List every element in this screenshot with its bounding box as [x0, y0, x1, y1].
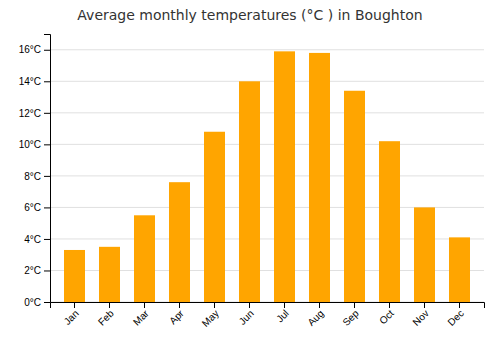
plot: 0°C 2°C 4°C 6°C 8°C 10°C 12°C 14°C 16°C Jan Feb Mar…: [19, 35, 485, 329]
grid: [50, 50, 484, 302]
bar: [99, 247, 120, 302]
y-tick-label: 12°C: [19, 108, 41, 119]
y-tick-label: 6°C: [24, 202, 41, 213]
y-tick-mark: [44, 113, 50, 114]
y-tick-mark: [44, 144, 50, 145]
x-tick-label: Oct: [377, 308, 396, 327]
bar: [309, 53, 330, 302]
x-tick: Feb: [96, 302, 116, 328]
grid-line: [50, 81, 484, 82]
y-tick: 2°C: [24, 265, 50, 276]
x-tick-mark: [284, 302, 285, 308]
x-tick: Nov: [411, 302, 431, 328]
y-tick: 6°C: [24, 202, 50, 213]
bar: [344, 91, 365, 302]
y-tick-mark: [44, 207, 50, 208]
x-tick-label: Mar: [131, 307, 151, 327]
x-tick-label: Jun: [237, 308, 256, 327]
y-tick-label: 16°C: [19, 44, 41, 55]
x-tick-label: Jan: [62, 308, 81, 327]
y-tick: 16°C: [19, 44, 50, 55]
x-tick-label: Nov: [411, 308, 431, 328]
x-tick: Mar: [131, 302, 151, 328]
x-tick-mark: [459, 302, 460, 308]
y-tick-mark: [44, 270, 50, 271]
y-tick: 14°C: [19, 76, 50, 87]
y-tick: 10°C: [19, 139, 50, 150]
x-tick-mark: [319, 302, 320, 308]
x-tick-mark: [74, 302, 75, 308]
y-tick: 8°C: [24, 171, 50, 182]
bar: [169, 182, 190, 302]
bar: [134, 215, 155, 302]
y-tick-label: 4°C: [24, 234, 41, 245]
y-tick: 4°C: [24, 234, 50, 245]
x-tick-mark: [354, 302, 355, 308]
x-tick-label: Sep: [341, 307, 362, 328]
y-tick-label: 2°C: [24, 265, 41, 276]
x-tick: Sep: [341, 302, 362, 328]
y-tick-mark: [44, 176, 50, 177]
x-tick: Dec: [446, 302, 466, 328]
x-tick: Apr: [167, 302, 186, 326]
y-tick-mark: [44, 50, 50, 51]
y-axis: 0°C 2°C 4°C 6°C 8°C 10°C 12°C 14°C 16°C: [19, 35, 51, 308]
bar: [64, 250, 85, 302]
x-tick: Jul: [274, 302, 291, 324]
grid-line: [50, 112, 484, 113]
x-tick-mark: [109, 302, 110, 308]
chart: 0°C 2°C 4°C 6°C 8°C 10°C 12°C 14°C 16°C Jan Feb Mar…: [0, 0, 500, 350]
y-tick-label: 0°C: [24, 297, 41, 308]
x-axis-line: [51, 303, 485, 309]
bar: [414, 207, 435, 302]
y-tick-label: 10°C: [19, 139, 41, 150]
x-tick: May: [200, 302, 221, 329]
x-tick: Jun: [237, 302, 256, 327]
y-tick-label: 8°C: [24, 171, 41, 182]
bar: [449, 237, 470, 302]
x-tick-mark: [389, 302, 390, 308]
x-tick-label: Apr: [167, 307, 186, 326]
bar: [239, 81, 260, 302]
x-tick-label: Feb: [96, 307, 116, 327]
y-tick-mark: [44, 302, 50, 303]
x-tick-mark: [214, 302, 215, 308]
x-tick-mark: [179, 302, 180, 308]
grid-line: [50, 49, 484, 50]
y-tick-mark: [44, 239, 50, 240]
y-tick: 12°C: [19, 108, 50, 119]
x-tick-mark: [144, 302, 145, 308]
y-tick-mark: [44, 81, 50, 82]
grid-line: [50, 175, 484, 176]
y-tick-label: 14°C: [19, 76, 41, 87]
x-tick-label: Dec: [446, 308, 466, 328]
x-tick: Jan: [62, 302, 81, 327]
x-tick-label: May: [200, 308, 221, 329]
x-tick-label: Jul: [274, 308, 291, 325]
x-tick: Aug: [306, 302, 326, 328]
x-tick: Oct: [377, 302, 396, 326]
x-tick-label: Aug: [306, 308, 326, 328]
x-tick-mark: [249, 302, 250, 308]
bars: [64, 51, 470, 302]
grid-line: [50, 144, 484, 145]
title: Average monthly temperatures (°C ) in Bo…: [77, 7, 422, 23]
y-tick: 0°C: [24, 297, 50, 308]
x-axis: Jan Feb Mar Apr May Jun Jul Aug Sep Oct Nov Dec: [51, 302, 485, 329]
bar: [204, 132, 225, 302]
y-axis-line: [44, 35, 51, 303]
bar: [379, 141, 400, 302]
x-tick-mark: [424, 302, 425, 308]
bar: [274, 51, 295, 302]
